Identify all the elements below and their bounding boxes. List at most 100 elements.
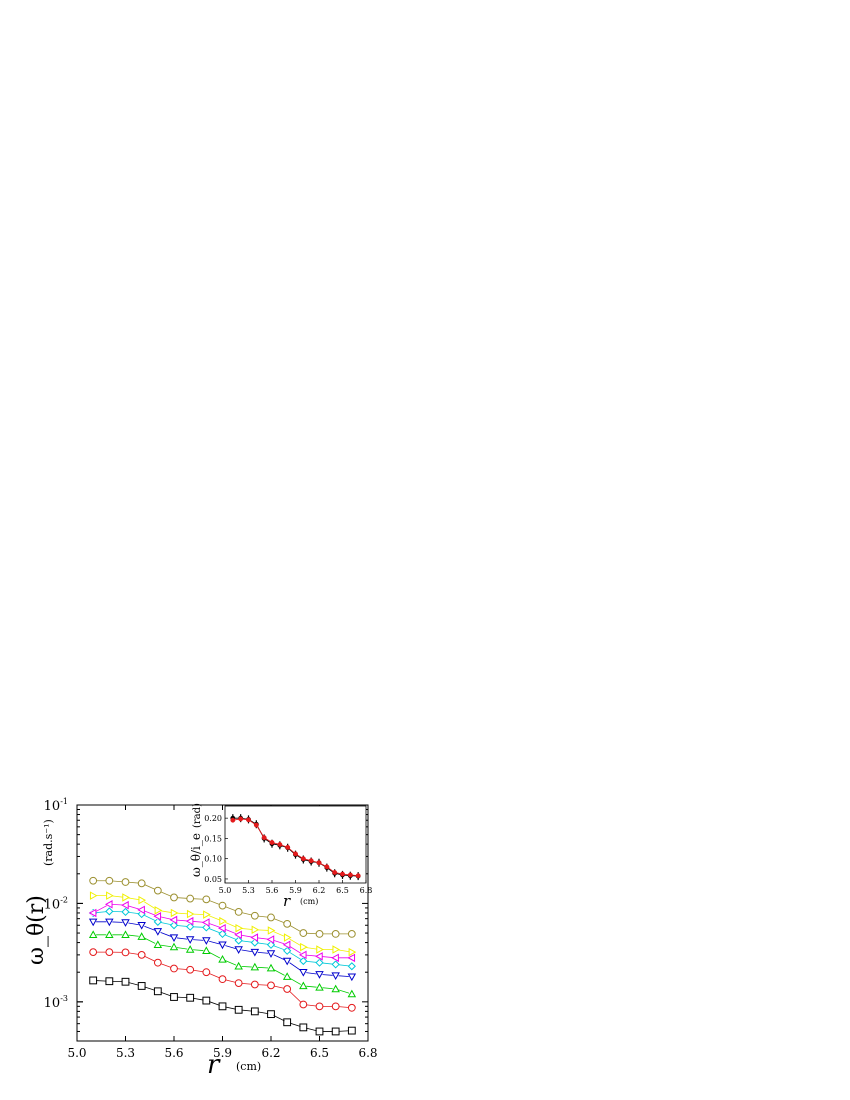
inset-y-tick-label: 0.15 bbox=[204, 834, 222, 843]
inset-data-point bbox=[269, 840, 275, 845]
series-5 bbox=[88, 900, 356, 963]
marker-bg bbox=[284, 920, 291, 927]
marker-bg bbox=[251, 912, 258, 919]
data-point-triangle-left bbox=[234, 930, 242, 940]
data-point-diamond bbox=[202, 923, 211, 932]
data-point-triangle-right bbox=[348, 947, 357, 957]
marker-bg bbox=[203, 969, 210, 976]
main-y-tick-base: 10 bbox=[44, 799, 61, 814]
marker-bg bbox=[219, 976, 226, 983]
main-x-tick-label: 6.8 bbox=[358, 1046, 377, 1060]
marker-bg bbox=[251, 981, 258, 988]
data-point-circle bbox=[202, 968, 211, 977]
data-point-circle bbox=[121, 878, 130, 886]
data-point-circle bbox=[170, 964, 178, 973]
inset-y-tick-label: 0.05 bbox=[204, 875, 222, 884]
data-point-diamond bbox=[315, 958, 324, 967]
marker-bg bbox=[106, 877, 113, 884]
inset-data-point bbox=[316, 860, 322, 866]
marker-bg bbox=[154, 959, 161, 966]
main-y-tick-label: 10-3 bbox=[44, 994, 68, 1011]
marker-bg bbox=[171, 894, 177, 901]
data-point-triangle-left bbox=[185, 916, 194, 926]
data-point-triangle-left bbox=[169, 915, 178, 925]
inset-y-tick-label: 0.10 bbox=[204, 855, 222, 864]
marker-bg bbox=[90, 949, 97, 956]
main-x-tick-label: 5.9 bbox=[213, 1046, 232, 1060]
data-point-circle bbox=[153, 886, 162, 895]
marker-bg bbox=[106, 908, 113, 915]
marker-bg bbox=[332, 1003, 339, 1010]
data-point-diamond bbox=[105, 907, 114, 916]
data-point-triangle-up bbox=[218, 954, 227, 963]
data-point-diamond bbox=[218, 929, 227, 939]
marker-bg bbox=[106, 978, 113, 985]
inset-data-point bbox=[253, 822, 259, 828]
data-point-triangle-left bbox=[331, 953, 339, 963]
data-point-circle bbox=[202, 895, 211, 904]
data-point-triangle-up bbox=[105, 930, 114, 939]
marker-bg bbox=[284, 947, 291, 954]
data-point-circle bbox=[105, 948, 114, 957]
marker-bg bbox=[332, 961, 339, 968]
data-point-circle bbox=[250, 980, 259, 989]
data-point-triangle-down bbox=[169, 934, 179, 942]
data-point-circle bbox=[347, 930, 356, 938]
marker-bg bbox=[268, 1011, 274, 1018]
data-point-circle bbox=[137, 879, 146, 888]
data-point-triangle-right bbox=[154, 906, 163, 915]
data-point-triangle-left bbox=[137, 905, 145, 915]
marker-bg bbox=[203, 997, 210, 1004]
marker-bg bbox=[316, 930, 323, 937]
marker-bg bbox=[348, 1004, 355, 1011]
marker-bg bbox=[348, 1027, 355, 1034]
inset-data-point bbox=[293, 851, 298, 857]
data-point-triangle-up bbox=[185, 945, 195, 953]
data-point-triangle-right bbox=[235, 923, 244, 933]
data-point-diamond bbox=[347, 962, 356, 971]
data-point-triangle-up bbox=[121, 930, 130, 939]
data-point-circle bbox=[234, 979, 243, 988]
data-point-triangle-down bbox=[250, 948, 260, 957]
data-point-square bbox=[137, 982, 146, 990]
data-point-circle bbox=[283, 919, 292, 928]
data-point-circle bbox=[121, 948, 130, 957]
data-point-circle bbox=[153, 958, 162, 967]
data-point-square bbox=[331, 1027, 340, 1036]
data-point-triangle-left bbox=[218, 923, 226, 933]
data-point-triangle-up bbox=[153, 940, 163, 948]
main-y-tick-exp: -1 bbox=[60, 797, 68, 806]
marker-bg bbox=[268, 914, 274, 921]
data-point-diamond bbox=[186, 922, 195, 931]
data-point-diamond bbox=[121, 907, 130, 917]
data-point-diamond bbox=[250, 938, 259, 947]
marker-bg bbox=[90, 877, 97, 884]
data-point-triangle-left bbox=[250, 933, 259, 942]
marker-bg bbox=[300, 1024, 307, 1031]
data-point-square bbox=[153, 987, 162, 996]
inset-data-point bbox=[324, 864, 330, 870]
data-point-circle bbox=[105, 876, 114, 885]
data-point-triangle-left bbox=[121, 900, 129, 910]
main-axis-ticks: 5.0 5.3 5.6 5.9 6.2 6.5 6.810-110-210-3 bbox=[44, 797, 378, 1060]
marker-bg bbox=[300, 1001, 307, 1008]
series-1 bbox=[89, 948, 356, 1012]
data-point-square bbox=[347, 1026, 356, 1035]
main-x-unit: (cm) bbox=[236, 1060, 261, 1073]
marker-bg bbox=[171, 993, 177, 1000]
marker-bg bbox=[203, 896, 210, 903]
data-point-diamond bbox=[299, 956, 308, 966]
inset-data-point bbox=[285, 844, 291, 850]
data-point-diamond bbox=[234, 936, 243, 945]
data-point-triangle-up bbox=[88, 930, 98, 939]
main-series-group bbox=[88, 876, 357, 1036]
inset-series-1 bbox=[230, 816, 361, 879]
inset-x-tick-label: 6.8 bbox=[360, 886, 373, 895]
data-point-circle bbox=[315, 930, 324, 938]
data-point-triangle-left bbox=[315, 952, 323, 961]
data-point-triangle-right bbox=[89, 891, 98, 900]
data-point-triangle-up bbox=[331, 984, 340, 993]
data-point-triangle-right bbox=[267, 926, 276, 935]
data-point-square bbox=[283, 1018, 292, 1027]
inset-y-label: ω_θ/i_e bbox=[189, 833, 203, 877]
